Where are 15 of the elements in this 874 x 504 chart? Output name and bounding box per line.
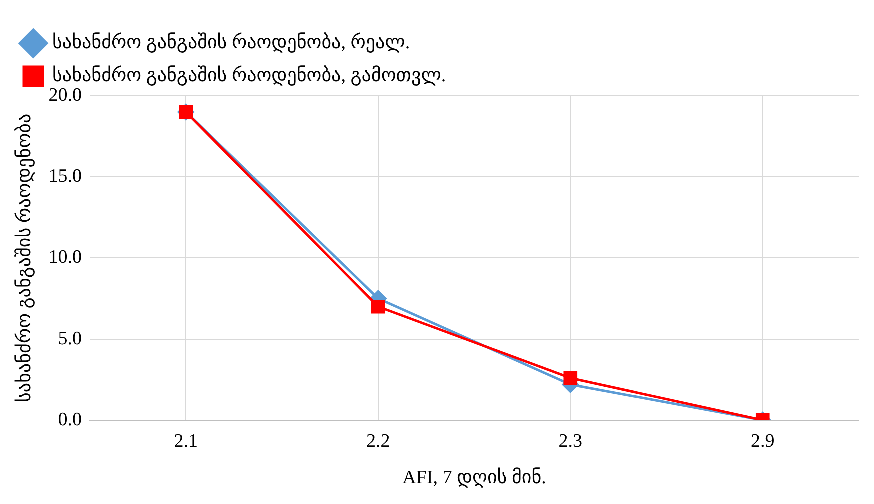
x-tick-label: 2.2 (366, 430, 390, 452)
y-tick-label: 20.0 (48, 84, 82, 106)
legend-label: სახანძრო განგაშის რაოდენობა, გამოთვლ. (52, 65, 446, 86)
point (372, 300, 386, 314)
x-tick-label: 2.3 (558, 430, 583, 452)
point (564, 371, 578, 386)
y-axis-title: სახანძრო განგაშის რაოდენობა (14, 114, 36, 403)
x-tick-label: 2.9 (751, 430, 775, 452)
x-tick-label: 2.1 (174, 430, 198, 452)
y-tick-label: 15.0 (48, 166, 82, 188)
y-tick-label: 10.0 (48, 247, 82, 268)
y-tick-label: 0.0 (58, 409, 82, 430)
x-axis-title: AFI, 7 დღის მინ. (402, 468, 546, 489)
y-tick-label: 5.0 (58, 328, 82, 350)
legend-label: სახანძრო განგაშის რაოდენობა, რეალ. (52, 32, 410, 54)
